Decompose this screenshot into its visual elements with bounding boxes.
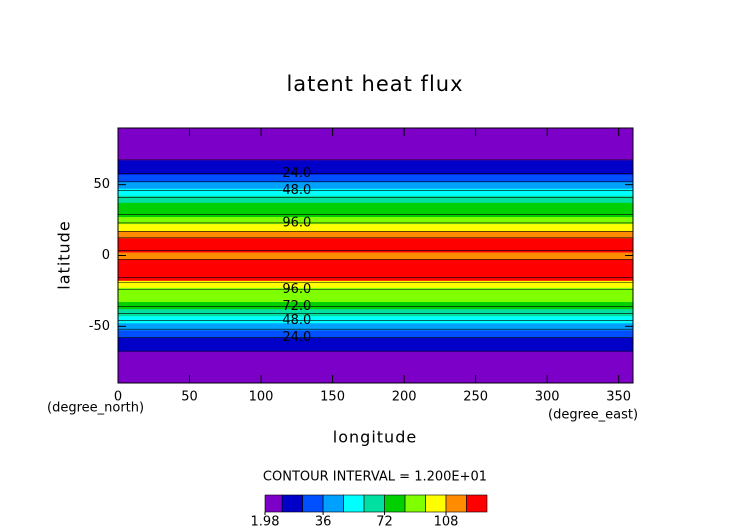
y-units: (degree_north): [47, 401, 144, 416]
band: [118, 379, 633, 384]
y-tick-label: -50: [89, 319, 110, 334]
contour-label: 48.0: [282, 183, 311, 198]
contour-label: 24.0: [282, 330, 311, 345]
colorbar-cell: [425, 494, 447, 513]
x-tick-label: 200: [392, 390, 417, 405]
band: [118, 329, 633, 338]
band: [118, 287, 633, 295]
colorbar-cell: [466, 494, 488, 513]
colorbar-tick-label: 72: [376, 515, 393, 530]
colorbar-cell: [322, 494, 344, 513]
band: [118, 230, 633, 239]
contour-label: 96.0: [282, 215, 311, 230]
x-tick-label: 250: [463, 390, 488, 405]
band: [118, 301, 633, 310]
x-tick-label: 0: [114, 390, 122, 405]
contour-interval: CONTOUR INTERVAL = 1.200E+01: [263, 470, 487, 485]
contour-label: 48.0: [282, 313, 311, 328]
band: [118, 294, 633, 303]
x-units: (degree_east): [548, 408, 638, 423]
band: [118, 166, 633, 175]
band: [118, 188, 633, 196]
band: [118, 266, 633, 274]
band: [118, 251, 633, 260]
colorbar-cell: [363, 494, 385, 513]
x-tick-label: 100: [249, 390, 274, 405]
band: [118, 131, 633, 140]
band: [118, 358, 633, 366]
band: [118, 152, 633, 161]
colorbar-cell: [264, 494, 283, 513]
band: [118, 181, 633, 189]
band: [118, 365, 633, 373]
band: [118, 315, 633, 324]
colorbar-tick-label: 1.98: [251, 515, 280, 530]
band: [118, 209, 633, 218]
band: [118, 344, 633, 352]
y-axis-label: latitude: [55, 220, 74, 289]
band: [118, 159, 633, 168]
band: [118, 202, 633, 210]
x-axis-label: longitude: [333, 428, 417, 447]
band: [118, 259, 633, 267]
colorbar-cell: [445, 494, 467, 513]
band: [118, 280, 633, 288]
colorbar-cell: [281, 494, 303, 513]
colorbar-tick-label: 36: [315, 515, 332, 530]
y-tick-label: 50: [93, 177, 110, 192]
contour-label: 96.0: [282, 282, 311, 297]
x-tick-label: 50: [181, 390, 198, 405]
band: [118, 128, 633, 133]
colorbar-cell: [384, 494, 406, 513]
band: [118, 372, 633, 380]
colorbar-cell: [343, 494, 365, 513]
contour-label: 72.0: [282, 299, 311, 314]
band: [118, 145, 633, 154]
band: [118, 336, 633, 345]
colorbar-cell: [404, 494, 426, 513]
colorbar-tick-label: 108: [434, 515, 459, 530]
chart-title: latent heat flux: [286, 72, 463, 96]
band: [118, 273, 633, 281]
band: [118, 237, 633, 246]
band: [118, 223, 633, 232]
band: [118, 244, 633, 253]
band: [118, 308, 633, 317]
band: [118, 351, 633, 359]
band: [118, 174, 633, 182]
band: [118, 195, 633, 203]
y-tick-label: 0: [102, 248, 110, 263]
colorbar-cell: [302, 494, 324, 513]
x-tick-label: 300: [535, 390, 560, 405]
band: [118, 322, 633, 331]
x-tick-label: 350: [606, 390, 631, 405]
band: [118, 216, 633, 225]
contour-label: 24.0: [282, 166, 311, 181]
x-tick-label: 150: [320, 390, 345, 405]
band: [118, 138, 633, 147]
